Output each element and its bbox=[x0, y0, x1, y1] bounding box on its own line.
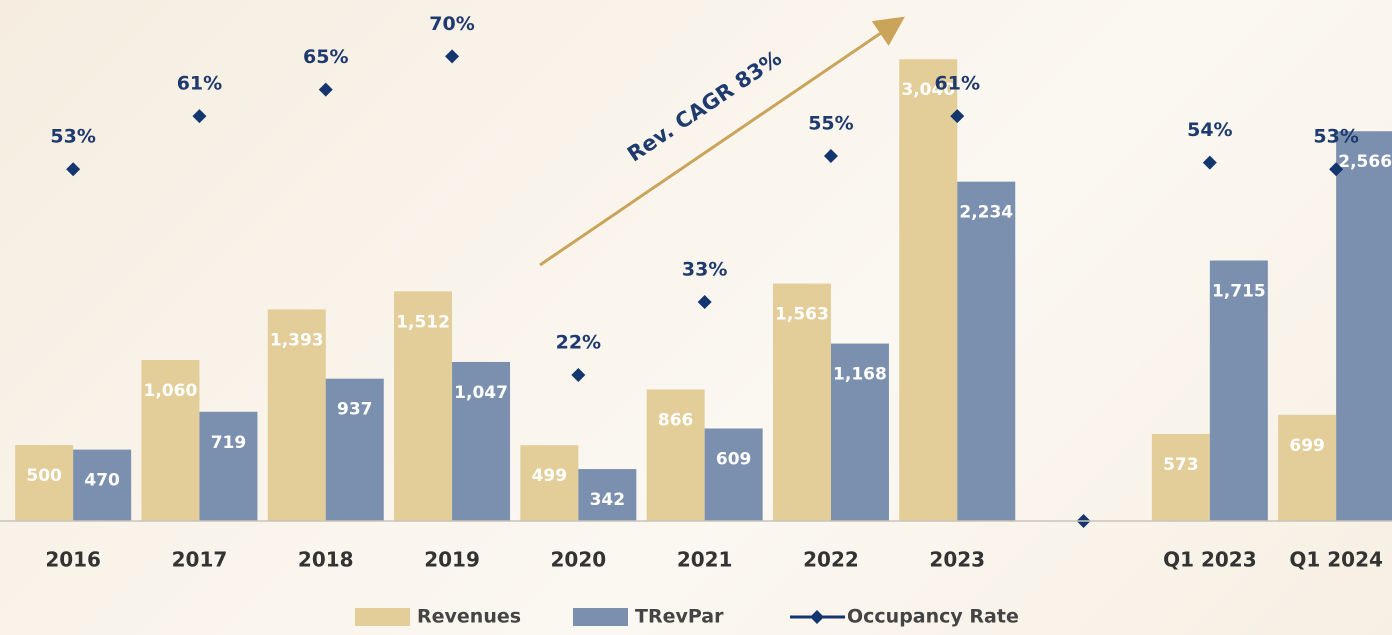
data-label: 61% bbox=[177, 73, 222, 95]
bar bbox=[772, 283, 831, 521]
data-label: 70% bbox=[429, 13, 474, 35]
x-tick-label: 2020 bbox=[551, 548, 607, 572]
bar bbox=[15, 445, 74, 521]
data-label: 719 bbox=[211, 433, 247, 453]
data-label: 53% bbox=[1313, 126, 1358, 148]
data-label: 53% bbox=[50, 126, 95, 148]
legend-swatch bbox=[573, 608, 628, 626]
legend-swatch bbox=[810, 610, 824, 624]
bar bbox=[199, 411, 258, 521]
marker bbox=[192, 109, 207, 124]
data-label: 1,715 bbox=[1212, 282, 1266, 302]
data-label: 65% bbox=[303, 46, 348, 68]
data-label: 2,234 bbox=[959, 203, 1013, 223]
bar bbox=[957, 181, 1016, 521]
marker bbox=[445, 49, 460, 64]
marker bbox=[823, 148, 838, 163]
data-label: 1,563 bbox=[775, 305, 829, 325]
marker bbox=[950, 109, 965, 124]
data-label: 937 bbox=[337, 400, 373, 420]
x-tick-label: Q1 2024 bbox=[1289, 548, 1383, 572]
bar bbox=[394, 291, 453, 521]
data-label: 342 bbox=[590, 490, 626, 510]
x-tick-label: 2021 bbox=[677, 548, 733, 572]
data-label: 3,040 bbox=[901, 80, 955, 100]
data-label: 2,566 bbox=[1338, 152, 1392, 172]
legend-label: Occupancy Rate bbox=[847, 606, 1019, 628]
data-label: 22% bbox=[556, 331, 601, 353]
bar bbox=[830, 343, 889, 521]
cagr-arrow bbox=[539, 16, 905, 267]
marker bbox=[1202, 155, 1217, 170]
x-tick-label: 2017 bbox=[172, 548, 228, 572]
marker bbox=[571, 367, 586, 382]
x-tick-label: 2022 bbox=[803, 548, 859, 572]
bar bbox=[141, 359, 200, 521]
annotation: Rev. CAGR 83% bbox=[623, 46, 786, 167]
bar bbox=[73, 449, 132, 521]
data-label: 609 bbox=[716, 449, 752, 469]
data-label: 33% bbox=[682, 258, 727, 280]
data-label: 470 bbox=[84, 471, 120, 491]
x-tick-label: 2018 bbox=[298, 548, 354, 572]
data-label: 1,060 bbox=[144, 381, 198, 401]
bar bbox=[1336, 131, 1392, 522]
bar bbox=[1151, 433, 1210, 521]
legend-swatch bbox=[355, 608, 410, 626]
data-label: 1,047 bbox=[454, 383, 508, 403]
bar bbox=[646, 389, 705, 521]
bar bbox=[452, 361, 511, 521]
legend-label: TRevPar bbox=[635, 606, 724, 628]
data-label: 573 bbox=[1163, 455, 1199, 475]
data-label: 1,512 bbox=[396, 312, 450, 332]
marker bbox=[318, 82, 333, 97]
data-label: 499 bbox=[532, 466, 568, 486]
bar bbox=[578, 469, 637, 521]
marker bbox=[66, 162, 81, 177]
bar bbox=[899, 59, 958, 521]
data-label: 500 bbox=[26, 466, 62, 486]
data-label: 1,168 bbox=[833, 365, 887, 385]
bar bbox=[1278, 414, 1337, 521]
data-label: 866 bbox=[658, 410, 694, 430]
bar bbox=[520, 445, 579, 521]
x-tick-label: 2019 bbox=[424, 548, 480, 572]
x-tick-label: 2023 bbox=[929, 548, 985, 572]
data-label: 699 bbox=[1289, 436, 1325, 456]
bar bbox=[267, 309, 326, 521]
data-label: 54% bbox=[1187, 119, 1232, 141]
legend-label: Revenues bbox=[417, 606, 521, 628]
data-label: 1,393 bbox=[270, 330, 324, 350]
data-label: 61% bbox=[935, 73, 980, 95]
x-tick-label: Q1 2023 bbox=[1163, 548, 1257, 572]
data-label: 55% bbox=[808, 112, 853, 134]
bar bbox=[325, 378, 384, 521]
bar bbox=[1209, 260, 1268, 521]
bar bbox=[704, 428, 763, 521]
marker bbox=[697, 294, 712, 309]
marker bbox=[1329, 162, 1344, 177]
x-tick-label: 2016 bbox=[45, 548, 101, 572]
